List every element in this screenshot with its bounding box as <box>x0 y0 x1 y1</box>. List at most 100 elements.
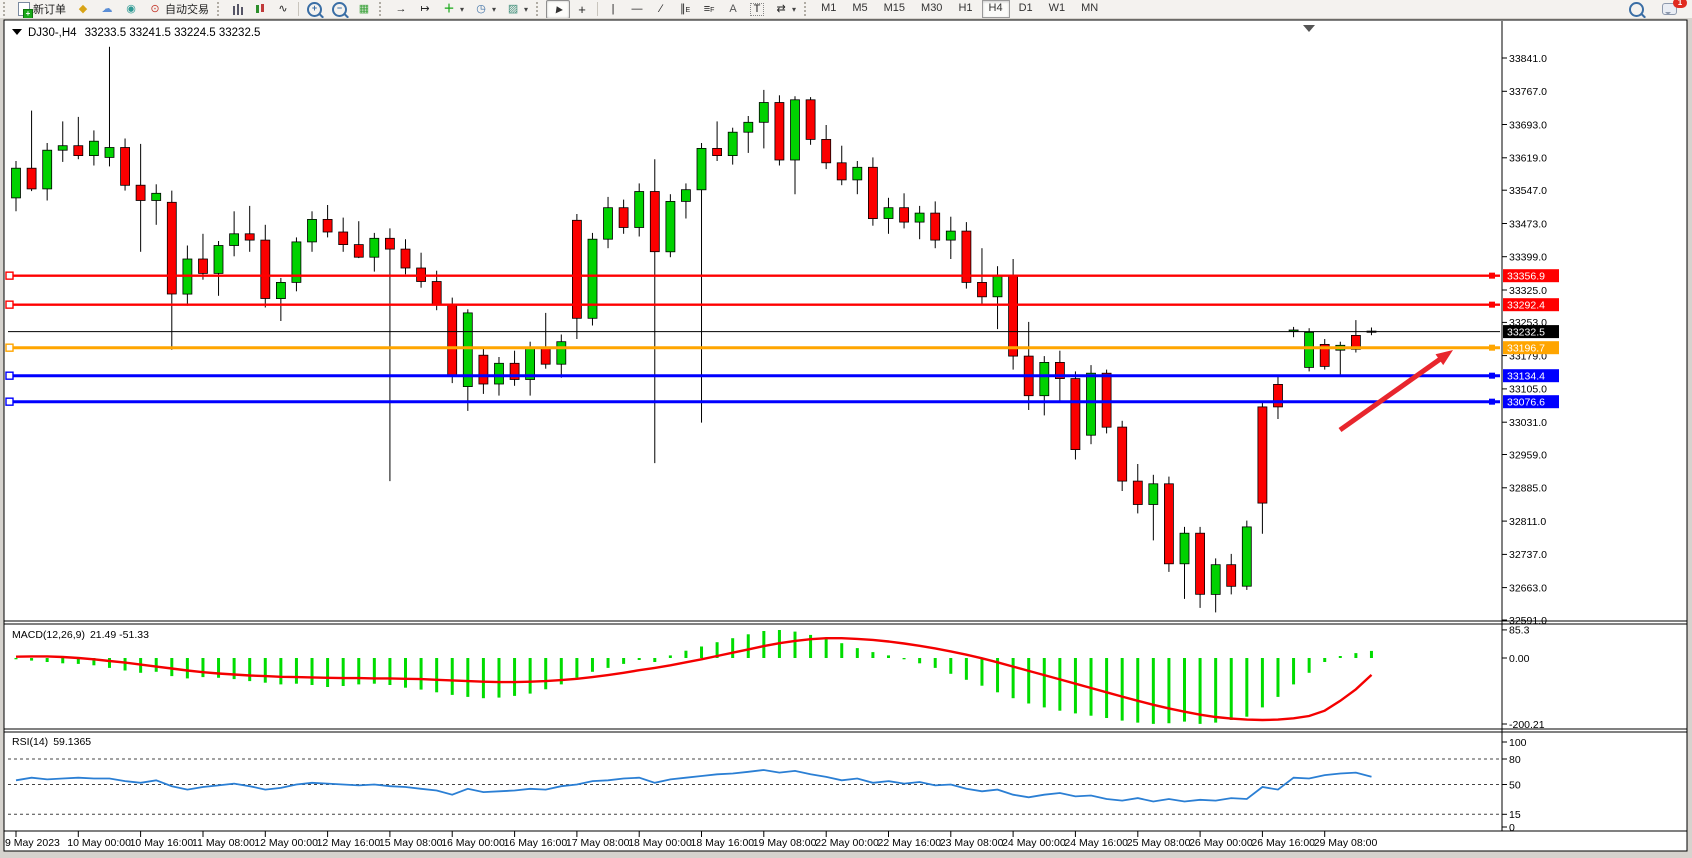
svg-text:15 May 08:00: 15 May 08:00 <box>379 837 443 849</box>
chat-button[interactable]: 1 <box>1657 0 1687 19</box>
timeframe-h1[interactable]: H1 <box>958 2 973 14</box>
new-order-button[interactable]: + 新订单 <box>13 0 71 19</box>
svg-text:11 May 08:00: 11 May 08:00 <box>192 837 255 849</box>
timeframe-mn[interactable]: MN <box>1081 2 1099 14</box>
search-button[interactable] <box>1624 0 1649 19</box>
equidistant-channel-button[interactable]: ∥E <box>673 0 697 19</box>
timeframe-m30[interactable]: M30 <box>921 2 943 14</box>
text-label-icon: T <box>750 2 765 16</box>
timeframe-h4[interactable]: H4 <box>981 0 1010 18</box>
svg-text:24 May 00:00: 24 May 00:00 <box>1002 837 1066 849</box>
fibonacci-button[interactable]: ≡F <box>697 0 721 19</box>
chat-badge: 1 <box>1673 0 1687 8</box>
periods-clock-icon: ◷ <box>476 2 486 15</box>
trend-arrow[interactable] <box>1338 350 1453 433</box>
chart-shift-button[interactable]: ↦ <box>413 0 437 19</box>
community-button[interactable]: ☁ <box>95 0 119 19</box>
new-order-icon: + <box>18 2 33 19</box>
price-label-33196-7 <box>1503 341 1559 355</box>
templates-button[interactable]: ▨ ▾ <box>507 2 529 15</box>
symbol-ohlc-line: DJ30-,H4 33233.5 33241.5 33224.5 33232.5 <box>28 27 260 39</box>
hline-33134-4-left-handle[interactable] <box>5 371 14 380</box>
hline-33292-4-left-handle[interactable] <box>5 300 14 309</box>
hline-33356-9-left-handle[interactable] <box>5 271 14 280</box>
toolbar-grip <box>536 2 543 16</box>
hline-33134-4-right-handle[interactable] <box>1489 372 1495 379</box>
chart-canvas[interactable]: 33841.0 33767.0 33693.0 33619.0 33547.0 33473… <box>0 18 1692 858</box>
signals-button[interactable]: ◉ <box>119 0 143 19</box>
symbol-dropdown-icon[interactable] <box>12 29 22 35</box>
text-label-button[interactable]: T <box>745 0 769 19</box>
timeframe-d1[interactable]: D1 <box>1018 2 1033 14</box>
svg-text:29 May 08:00: 29 May 08:00 <box>1314 837 1378 849</box>
svg-text:22 May 00:00: 22 May 00:00 <box>815 837 879 849</box>
candlestick-chart-icon <box>254 3 266 15</box>
zoom-in-button[interactable]: + <box>302 0 327 19</box>
hline-33196-7-left-handle[interactable] <box>5 343 14 352</box>
crosshair-button[interactable]: + <box>570 0 594 19</box>
tile-windows-icon: ▦ <box>358 2 370 15</box>
svg-text:33547.0: 33547.0 <box>1509 185 1547 197</box>
hline-33196-7-right-handle[interactable] <box>1489 344 1495 351</box>
tile-windows-button[interactable]: ▦ <box>352 0 376 19</box>
svg-text:10 May 00:00: 10 May 00:00 <box>67 837 131 849</box>
svg-text:32737.0: 32737.0 <box>1509 549 1547 561</box>
svg-text:12 May 16:00: 12 May 16:00 <box>317 837 381 849</box>
svg-text:18 May 00:00: 18 May 00:00 <box>628 837 692 849</box>
chart-shift-icon: ↦ <box>420 2 430 15</box>
community-icon: ☁ <box>101 2 113 15</box>
svg-text:100: 100 <box>1509 737 1527 749</box>
timeframe-m15[interactable]: M15 <box>883 2 906 14</box>
timeframe-m1[interactable]: M1 <box>821 2 837 14</box>
indicators-icon: ＋ <box>443 2 455 15</box>
text-button[interactable]: A <box>721 0 745 19</box>
hline-33076-6-right-handle[interactable] <box>1489 398 1495 405</box>
auto-scroll-button[interactable]: → <box>389 0 413 19</box>
price-label-33134-4 <box>1503 369 1559 383</box>
cursor-icon <box>553 4 563 14</box>
svg-text:33232.5: 33232.5 <box>1507 326 1545 338</box>
cursor-button[interactable] <box>546 0 571 19</box>
signals-icon: ◉ <box>126 2 136 15</box>
crosshair-icon: + <box>578 1 586 17</box>
price-axis[interactable]: 33841.0 33767.0 33693.0 33619.0 33547.0 33473… <box>1501 21 1559 834</box>
hline-33076-6-left-handle[interactable] <box>5 397 14 406</box>
svg-text:19 May 08:00: 19 May 08:00 <box>753 837 817 849</box>
candlestick-chart-button[interactable] <box>249 0 271 19</box>
chart-client-area <box>3 19 1688 852</box>
hline-33356-9-right-handle[interactable] <box>1489 272 1495 279</box>
zoom-out-button[interactable]: − <box>327 0 352 19</box>
timeframe-w1[interactable]: W1 <box>1048 2 1066 14</box>
bar-chart-icon <box>232 3 244 15</box>
hline-33292-4-right-handle[interactable] <box>1489 301 1495 308</box>
bar-chart-button[interactable] <box>227 0 249 19</box>
autotrade-button[interactable]: ⊙ 自动交易 <box>143 0 214 19</box>
svg-text:32663.0: 32663.0 <box>1509 582 1547 594</box>
svg-text:32811.0: 32811.0 <box>1509 516 1546 528</box>
indicators-button[interactable]: ＋ ▾ <box>443 2 465 15</box>
timeframe-m5[interactable]: M5 <box>852 2 868 14</box>
line-chart-button[interactable]: ∿ <box>271 0 295 19</box>
vertical-line-button[interactable]: | <box>601 0 625 19</box>
svg-text:16 May 00:00: 16 May 00:00 <box>441 837 505 849</box>
horizontal-line-button[interactable]: — <box>625 0 649 19</box>
periods-button[interactable]: ◷ ▾ <box>469 0 501 19</box>
new-order-label: 新订单 <box>33 4 66 16</box>
chart-shift-marker-icon[interactable] <box>1303 25 1315 32</box>
macd-pane <box>14 630 1373 724</box>
svg-text:0: 0 <box>1509 822 1515 834</box>
main-toolbar: + 新订单 ◆ ☁ ◉ ⊙ 自动交易 ∿ + − ▦ → ↦ ＋ ▾ ◷ ▾ ▨ ▾ … <box>0 0 1692 19</box>
svg-text:-200.21: -200.21 <box>1509 719 1545 731</box>
svg-text:33841.0: 33841.0 <box>1509 53 1547 65</box>
autotrade-label: 自动交易 <box>165 4 209 16</box>
arrows-button[interactable]: ⇄ ▾ <box>769 0 801 19</box>
toolbar-grip <box>3 2 10 16</box>
trendline-button[interactable]: ∕ <box>649 0 673 19</box>
arrows-icon: ⇄ <box>776 2 786 15</box>
svg-text:33693.0: 33693.0 <box>1509 119 1547 131</box>
svg-text:22 May 16:00: 22 May 16:00 <box>878 837 942 849</box>
svg-text:32959.0: 32959.0 <box>1509 449 1547 461</box>
styler-button[interactable]: ◆ <box>71 0 95 19</box>
